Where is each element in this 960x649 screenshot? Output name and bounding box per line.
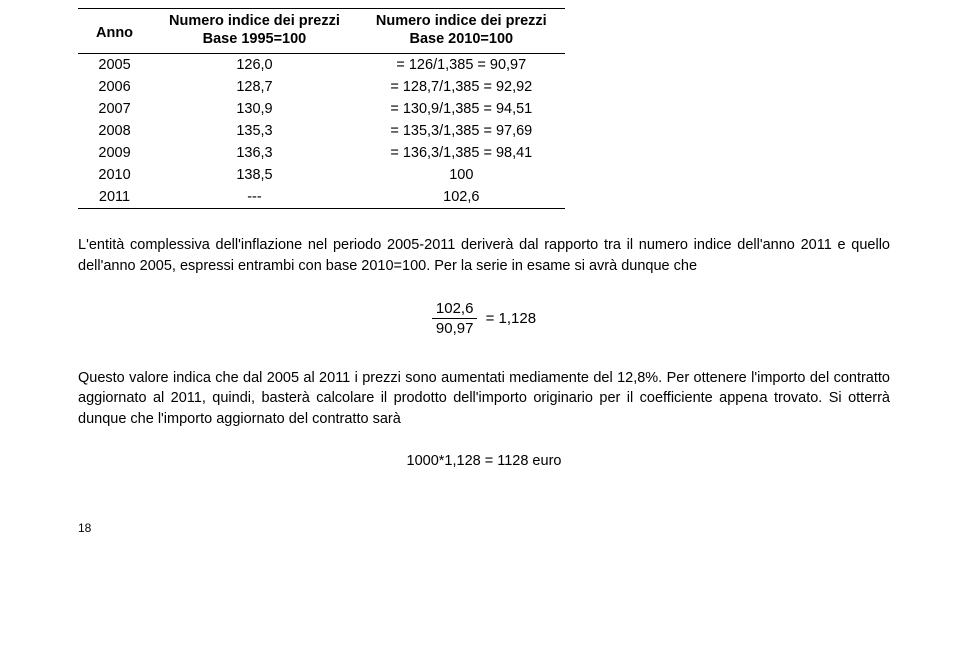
fraction-denominator: 90,97 bbox=[432, 320, 478, 337]
col-header-1995-line2: Base 1995=100 bbox=[151, 30, 358, 54]
cell-anno: 2010 bbox=[78, 164, 151, 186]
cell-b2010: = 126/1,385 = 90,97 bbox=[358, 54, 565, 77]
col-header-anno: Anno bbox=[78, 9, 151, 54]
table-row: 2005 126,0 = 126/1,385 = 90,97 bbox=[78, 54, 565, 77]
cell-anno: 2009 bbox=[78, 142, 151, 164]
cell-b1995: --- bbox=[151, 186, 358, 209]
cell-b1995: 136,3 bbox=[151, 142, 358, 164]
document-page: Anno Numero indice dei prezzi Numero ind… bbox=[0, 0, 960, 545]
col-header-1995-line1: Numero indice dei prezzi bbox=[151, 9, 358, 31]
cell-anno: 2008 bbox=[78, 120, 151, 142]
col-header-2010-line2: Base 2010=100 bbox=[358, 30, 565, 54]
cell-anno: 2005 bbox=[78, 54, 151, 77]
table-row: 2008 135,3 = 135,3/1,385 = 97,69 bbox=[78, 120, 565, 142]
equation-rhs: = 1,128 bbox=[486, 310, 536, 327]
paragraph-1: L'entità complessiva dell'inflazione nel… bbox=[78, 235, 890, 276]
table-row: 2010 138,5 100 bbox=[78, 164, 565, 186]
cell-anno: 2011 bbox=[78, 186, 151, 209]
cell-b2010: = 130,9/1,385 = 94,51 bbox=[358, 98, 565, 120]
fraction-bar bbox=[432, 318, 478, 319]
cell-b1995: 135,3 bbox=[151, 120, 358, 142]
fraction: 102,6 90,97 bbox=[432, 300, 478, 338]
equation-block: 102,6 90,97 = 1,128 bbox=[78, 300, 890, 338]
cell-b1995: 126,0 bbox=[151, 54, 358, 77]
col-header-2010-line1: Numero indice dei prezzi bbox=[358, 9, 565, 31]
cell-b2010: = 136,3/1,385 = 98,41 bbox=[358, 142, 565, 164]
cell-b1995: 138,5 bbox=[151, 164, 358, 186]
table-header-row-1: Anno Numero indice dei prezzi Numero ind… bbox=[78, 9, 565, 31]
cell-b1995: 128,7 bbox=[151, 76, 358, 98]
table-row: 2009 136,3 = 136,3/1,385 = 98,41 bbox=[78, 142, 565, 164]
cell-b2010: = 128,7/1,385 = 92,92 bbox=[358, 76, 565, 98]
cell-b2010: = 135,3/1,385 = 97,69 bbox=[358, 120, 565, 142]
table-header-row-2: Base 1995=100 Base 2010=100 bbox=[78, 30, 565, 54]
cell-b2010: 100 bbox=[358, 164, 565, 186]
cell-anno: 2007 bbox=[78, 98, 151, 120]
price-index-table: Anno Numero indice dei prezzi Numero ind… bbox=[78, 8, 565, 209]
cell-b1995: 130,9 bbox=[151, 98, 358, 120]
cell-anno: 2006 bbox=[78, 76, 151, 98]
page-number: 18 bbox=[78, 521, 890, 535]
paragraph-2: Questo valore indica che dal 2005 al 201… bbox=[78, 368, 890, 430]
table-row: 2006 128,7 = 128,7/1,385 = 92,92 bbox=[78, 76, 565, 98]
table-row: 2011 --- 102,6 bbox=[78, 186, 565, 209]
cell-b2010: 102,6 bbox=[358, 186, 565, 209]
table-row: 2007 130,9 = 130,9/1,385 = 94,51 bbox=[78, 98, 565, 120]
fraction-numerator: 102,6 bbox=[432, 300, 478, 317]
result-line: 1000*1,128 = 1128 euro bbox=[78, 453, 890, 469]
